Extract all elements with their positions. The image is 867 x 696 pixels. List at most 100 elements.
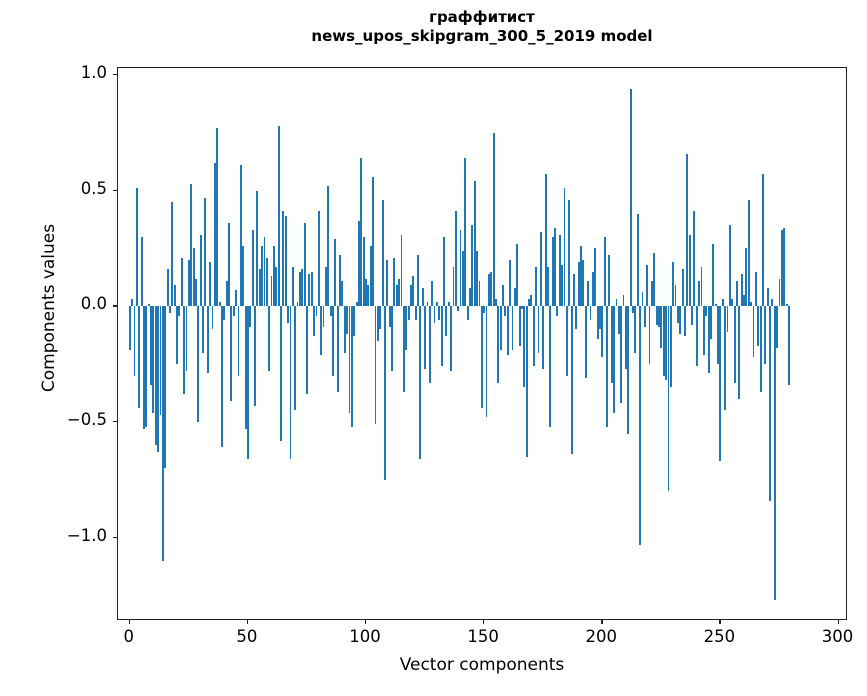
- bar: [294, 306, 297, 411]
- bar: [684, 306, 686, 337]
- bar: [355, 301, 358, 307]
- chart-title-line-1: граффитист: [429, 8, 535, 26]
- bar: [757, 306, 760, 346]
- bar: [620, 306, 623, 404]
- bar: [492, 132, 495, 307]
- bar: [464, 158, 467, 307]
- bar: [707, 306, 710, 374]
- y-tick-label: −1.0: [66, 525, 107, 545]
- bar: [466, 306, 469, 321]
- bar: [712, 243, 715, 307]
- bar: [185, 306, 188, 372]
- bar: [400, 234, 403, 307]
- bar: [521, 306, 523, 309]
- bar: [244, 306, 247, 429]
- bar: [769, 306, 771, 501]
- bar: [426, 301, 429, 307]
- bar: [211, 306, 214, 330]
- x-tick-label: 0: [123, 627, 135, 646]
- bar: [133, 306, 136, 376]
- bar: [731, 299, 734, 307]
- bar: [228, 223, 230, 307]
- bar: [752, 306, 755, 358]
- bar: [327, 186, 330, 307]
- bar: [539, 232, 542, 307]
- bar: [376, 306, 379, 342]
- bar: [480, 306, 483, 409]
- bar-series: [118, 68, 846, 619]
- bar: [270, 276, 273, 307]
- bar: [721, 299, 724, 307]
- bar: [606, 306, 608, 427]
- bar: [577, 262, 580, 307]
- bar: [360, 158, 363, 307]
- bar: [591, 271, 594, 307]
- bar: [308, 273, 311, 307]
- bar: [679, 306, 682, 335]
- bar: [575, 306, 578, 330]
- bar: [573, 273, 575, 307]
- bar: [435, 301, 438, 307]
- bar: [759, 306, 762, 392]
- bar: [280, 306, 282, 441]
- bar: [653, 253, 656, 307]
- bar: [362, 236, 365, 307]
- bar: [358, 220, 360, 307]
- bar: [190, 183, 193, 307]
- bar: [787, 306, 790, 385]
- bar: [284, 216, 287, 307]
- bar: [346, 306, 349, 335]
- bar: [490, 271, 493, 307]
- bar: [502, 285, 504, 307]
- bar: [131, 299, 134, 307]
- bar: [329, 306, 332, 316]
- bar: [230, 306, 233, 402]
- bar: [419, 306, 422, 460]
- bar: [204, 197, 207, 307]
- bar: [315, 306, 318, 316]
- bar: [424, 306, 427, 369]
- bar: [556, 306, 559, 316]
- bar: [218, 301, 221, 307]
- bar: [702, 306, 705, 355]
- bar: [785, 304, 788, 307]
- bar: [700, 266, 703, 307]
- bar: [650, 280, 653, 307]
- bar: [348, 306, 351, 413]
- bar: [320, 306, 323, 355]
- bar: [622, 294, 625, 307]
- bar: [610, 306, 613, 383]
- bar: [641, 292, 644, 307]
- bar: [506, 306, 509, 355]
- bar: [513, 287, 516, 307]
- bar: [367, 285, 370, 307]
- bar: [161, 306, 164, 561]
- bar: [740, 273, 743, 307]
- bar: [398, 278, 401, 307]
- bar: [523, 306, 526, 388]
- bar: [417, 255, 419, 307]
- bar: [705, 306, 708, 316]
- y-axis-tick-labels: −1.0 −0.5 0.0 0.5 1.0: [0, 0, 107, 696]
- bar: [254, 306, 256, 406]
- y-tick-mark: [113, 536, 117, 538]
- bar: [634, 306, 637, 353]
- bar: [485, 306, 488, 418]
- bar: [296, 301, 299, 307]
- bar: [662, 306, 665, 376]
- bar: [719, 306, 722, 462]
- bar: [511, 306, 514, 351]
- bar: [558, 234, 561, 307]
- y-tick-mark: [113, 189, 117, 191]
- bar: [251, 229, 254, 307]
- bar: [459, 229, 462, 307]
- bar: [563, 188, 566, 307]
- bar: [615, 299, 618, 307]
- bar: [410, 285, 412, 307]
- bar: [374, 306, 377, 425]
- bar: [183, 306, 186, 395]
- bar: [428, 306, 431, 383]
- bar: [202, 306, 204, 353]
- bar: [384, 306, 386, 480]
- bar: [237, 306, 240, 376]
